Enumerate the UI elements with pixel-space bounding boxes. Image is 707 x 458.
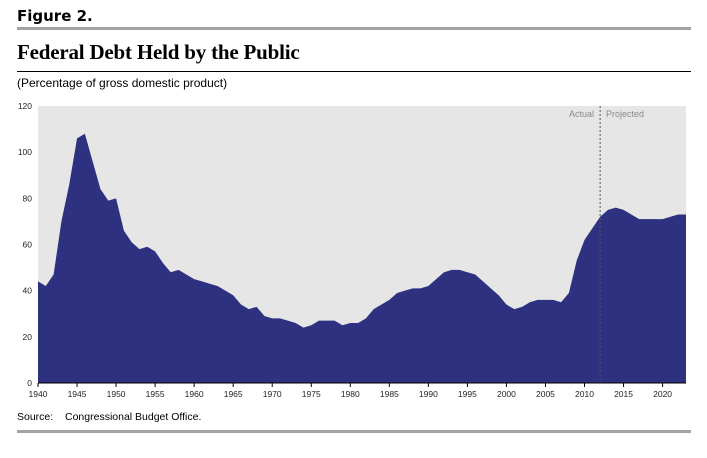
y-tick-label: 0 [27, 378, 32, 388]
x-tick-label: 2020 [653, 389, 672, 399]
x-tick-label: 2010 [575, 389, 594, 399]
source-note: Source: Congressional Budget Office. [17, 411, 201, 423]
x-tick-label: 1990 [419, 389, 438, 399]
debt-area-series-0 [38, 133, 686, 383]
figure-label: Figure 2. [17, 7, 93, 25]
x-tick-label: 1995 [458, 389, 477, 399]
x-tick-label: 1975 [302, 389, 321, 399]
y-tick-label: 120 [18, 101, 32, 111]
top-rule [17, 27, 691, 30]
title-rule [17, 71, 691, 72]
x-tick-label: 1965 [224, 389, 243, 399]
actual-label: Actual [569, 109, 594, 119]
x-tick-label: 1970 [263, 389, 282, 399]
y-tick-label: 20 [23, 332, 33, 342]
bottom-rule [17, 430, 691, 433]
y-tick-label: 80 [23, 193, 33, 203]
x-tick-label: 2000 [497, 389, 516, 399]
chart-subtitle: (Percentage of gross domestic product) [17, 76, 228, 90]
x-tick-label: 1985 [380, 389, 399, 399]
y-tick-label: 40 [23, 286, 33, 296]
x-tick-label: 1960 [185, 389, 204, 399]
x-tick-label: 1945 [68, 389, 87, 399]
x-tick-label: 1955 [146, 389, 165, 399]
x-tick-label: 2015 [614, 389, 633, 399]
projected-label: Projected [606, 109, 644, 119]
y-tick-label: 60 [23, 240, 33, 250]
x-tick-label: 1950 [107, 389, 126, 399]
x-tick-label: 1980 [341, 389, 360, 399]
source-key: Source: [17, 411, 54, 423]
source-value: Congressional Budget Office. [65, 411, 202, 423]
x-tick-label: 2005 [536, 389, 555, 399]
chart-title: Federal Debt Held by the Public [17, 40, 300, 64]
x-tick-label: 1940 [29, 389, 48, 399]
y-tick-label: 100 [18, 147, 32, 157]
